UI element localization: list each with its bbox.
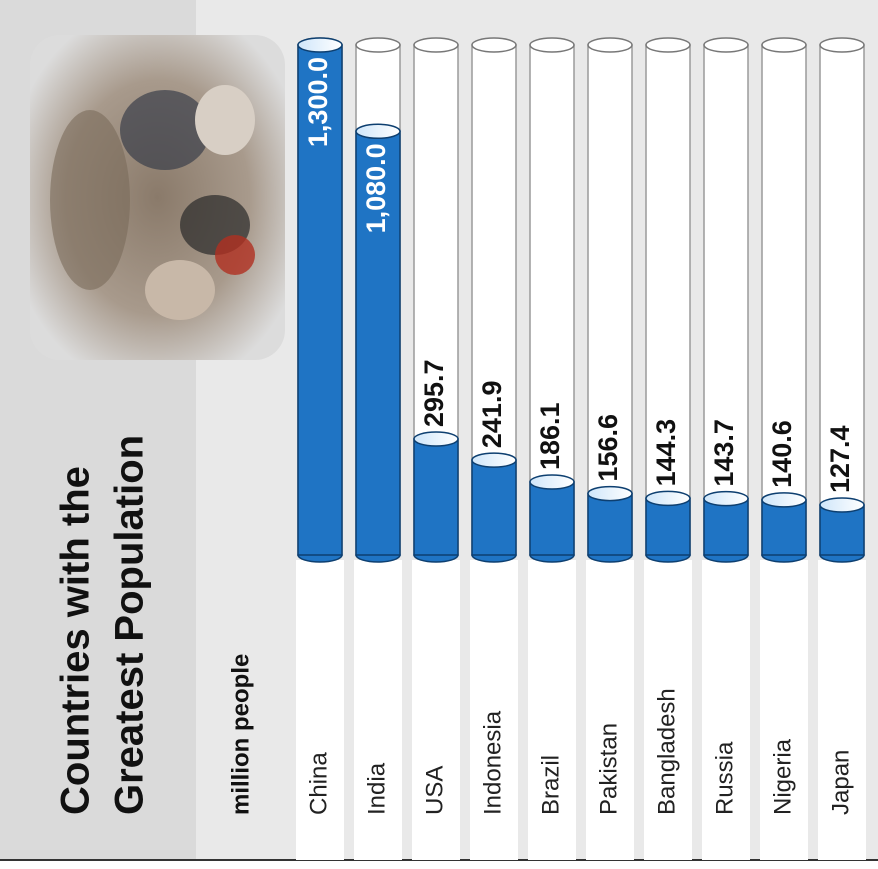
bar-top: [413, 431, 459, 447]
bar: [529, 481, 575, 556]
bar-top: [587, 485, 633, 502]
column-strip: [296, 560, 344, 860]
x-tick-label: Japan: [827, 750, 854, 815]
tube: [761, 44, 807, 556]
subtitle: million people: [227, 654, 254, 815]
bar-top: [471, 452, 517, 468]
tube-cap: [471, 37, 517, 53]
chart-title-line: Greatest Population: [108, 435, 152, 815]
bar-top: [819, 497, 865, 513]
column-strip: [528, 560, 576, 860]
x-tick-label: India: [363, 762, 390, 815]
column-strip: [470, 560, 518, 860]
x-tick-label: China: [305, 752, 332, 815]
column-strip: [702, 560, 750, 860]
tube: [645, 44, 691, 556]
value-label: 241.9: [477, 381, 507, 449]
tube-cap: [819, 37, 865, 53]
value-label: 143.7: [709, 419, 739, 487]
bar: [297, 44, 343, 556]
x-tick-label: Pakistan: [595, 723, 622, 815]
x-tick-label: Bangladesh: [653, 688, 680, 815]
bar-top: [645, 490, 691, 507]
value-label: 144.3: [651, 419, 681, 487]
bar: [471, 459, 517, 556]
value-label: 186.1: [535, 402, 565, 470]
photo: [30, 35, 285, 360]
bar-top: [297, 37, 343, 53]
tube-cap: [761, 37, 807, 53]
tube-cap: [355, 37, 401, 53]
tube: [587, 44, 633, 556]
chart-title-line: Countries with the: [54, 466, 98, 815]
x-tick-label: Nigeria: [769, 738, 796, 815]
column-strip: [586, 560, 634, 860]
value-label: 295.7: [419, 359, 449, 427]
tube-cap: [703, 37, 749, 53]
value-label: 1,300.0: [303, 57, 333, 147]
bar-top: [761, 492, 807, 508]
value-label: 156.6: [593, 414, 623, 482]
column-strip: [644, 560, 692, 860]
x-tick-label: Russia: [711, 741, 738, 815]
column-strip: [354, 560, 402, 860]
x-tick-label: Brazil: [537, 755, 564, 815]
bar-top: [529, 474, 575, 490]
column-strip: [760, 560, 808, 860]
value-label: 1,080.0: [361, 143, 391, 233]
column-strip: [818, 560, 866, 860]
column-strip: [412, 560, 460, 860]
bar: [355, 130, 401, 556]
x-tick-label: USA: [421, 766, 448, 815]
bar: [761, 499, 807, 556]
bar: [819, 504, 865, 556]
value-label: 127.4: [825, 425, 855, 493]
tube-cap: [645, 37, 691, 53]
tube-cap: [587, 37, 633, 53]
bar: [645, 497, 691, 556]
tube-cap: [529, 37, 575, 53]
tube-cap: [413, 37, 459, 53]
tube: [529, 44, 575, 556]
bar: [703, 497, 749, 556]
x-tick-label: Indonesia: [479, 710, 506, 815]
bar-top: [355, 123, 401, 140]
bar-top: [703, 490, 749, 507]
bar: [413, 438, 459, 556]
value-label: 140.6: [767, 420, 797, 488]
bar: [587, 492, 633, 556]
